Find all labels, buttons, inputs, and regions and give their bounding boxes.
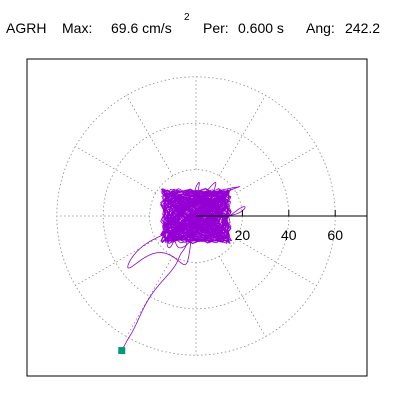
radial-tick-label-60: 60 <box>327 227 343 243</box>
grid-spoke-120 <box>126 95 174 177</box>
grid-spoke-210 <box>75 238 157 286</box>
grid-spoke-150 <box>75 146 157 194</box>
plot-frame <box>26 58 368 377</box>
radial-tick-label-20: 20 <box>235 227 251 243</box>
grid-spoke-330 <box>235 238 317 286</box>
max-unit-exponent: 2 <box>184 12 190 23</box>
grid-spoke-300 <box>218 255 266 337</box>
station-code: AGRH <box>6 20 47 36</box>
grid-spoke-30 <box>235 146 317 194</box>
per-label: Per: <box>203 20 229 36</box>
end-marker-layer <box>118 347 126 355</box>
grid-spoke-240 <box>126 255 174 337</box>
radial-axis: 20 40 60 <box>196 210 367 243</box>
per-value: 0.600 s <box>238 20 284 36</box>
end-marker <box>118 347 126 355</box>
header: AGRH Max: 69.6 cm/s 2 Per: 0.600 s Ang: … <box>0 0 400 52</box>
grid-spoke-60 <box>218 95 266 177</box>
orbit-core <box>160 187 233 245</box>
max-value: 69.6 cm/s <box>111 20 172 36</box>
orbit-trace <box>121 182 246 351</box>
ang-value: 242.2 <box>345 20 381 36</box>
radial-tick-label-40: 40 <box>281 227 297 243</box>
ang-label: Ang: <box>306 20 335 36</box>
max-label: Max: <box>62 20 93 36</box>
